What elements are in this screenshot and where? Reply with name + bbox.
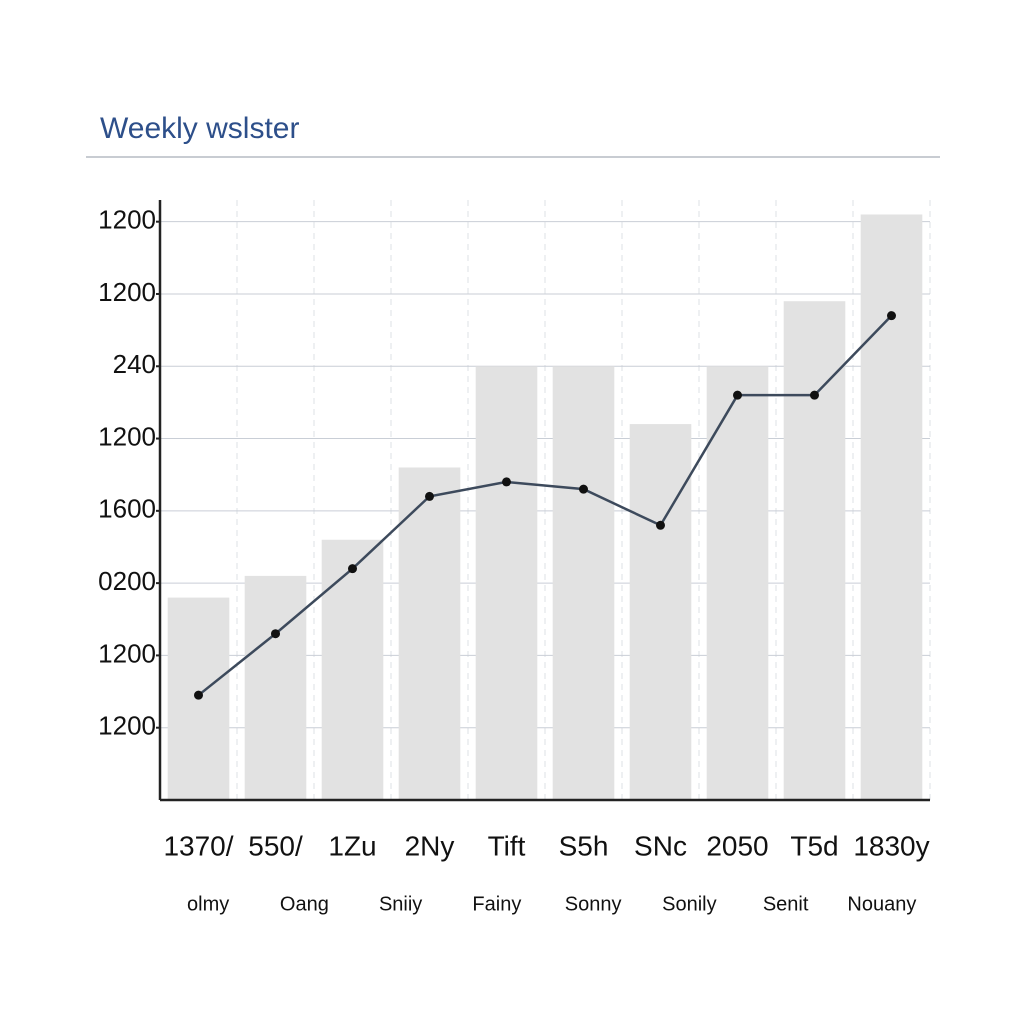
period-label: Sniiy bbox=[379, 893, 422, 915]
bar bbox=[552, 366, 615, 800]
bar bbox=[398, 467, 461, 800]
bar bbox=[860, 214, 923, 800]
y-tick-label: 0200 bbox=[98, 566, 156, 596]
bar bbox=[783, 301, 846, 800]
x-tick-label: 2050 bbox=[706, 830, 768, 861]
chart-title: Weekly wslster bbox=[100, 112, 299, 145]
line-point bbox=[425, 491, 434, 501]
period-label: Sonily bbox=[662, 893, 716, 915]
line bbox=[197, 314, 893, 697]
x-tick-label: 550/ bbox=[248, 830, 303, 861]
x-tick-label: SNc bbox=[634, 830, 687, 861]
period-label: Nouany bbox=[847, 893, 916, 915]
line-point bbox=[733, 390, 742, 400]
line-point bbox=[810, 390, 819, 400]
y-tick-label: 1200 bbox=[98, 638, 156, 668]
x-tick-label: 1830y bbox=[853, 830, 929, 861]
bar bbox=[321, 539, 384, 800]
x-tick-label: T5d bbox=[790, 830, 838, 861]
x-tick-label: Tift bbox=[488, 830, 526, 861]
y-tick-label: 1600 bbox=[98, 494, 156, 524]
bar bbox=[629, 424, 692, 800]
period-label: Oang bbox=[280, 893, 329, 915]
period-label: Sonny bbox=[565, 893, 622, 915]
y-tick-label: 1200 bbox=[98, 205, 156, 235]
line-point bbox=[194, 690, 203, 700]
line-point bbox=[579, 484, 588, 494]
x-tick-label: 1370/ bbox=[163, 830, 233, 861]
x-tick-label: 2Ny bbox=[405, 830, 455, 861]
y-tick-label: 1200 bbox=[98, 711, 156, 741]
period-label: Fainy bbox=[472, 893, 521, 915]
y-tick-label: 1200 bbox=[98, 421, 156, 451]
line-point bbox=[887, 311, 896, 321]
line-point bbox=[502, 477, 511, 487]
line-point bbox=[656, 520, 665, 530]
period-label: olmy bbox=[187, 893, 229, 915]
x-tick-label: S5h bbox=[559, 830, 609, 861]
x-tick-label: 1Zu bbox=[328, 830, 376, 861]
line-point bbox=[271, 629, 280, 639]
line-point bbox=[348, 564, 357, 574]
bar bbox=[706, 366, 769, 800]
y-tick-label: 1200 bbox=[98, 277, 156, 307]
bar bbox=[475, 366, 538, 800]
period-label: Senit bbox=[763, 893, 809, 915]
y-tick-label: 240 bbox=[113, 349, 156, 379]
bar bbox=[244, 575, 307, 800]
